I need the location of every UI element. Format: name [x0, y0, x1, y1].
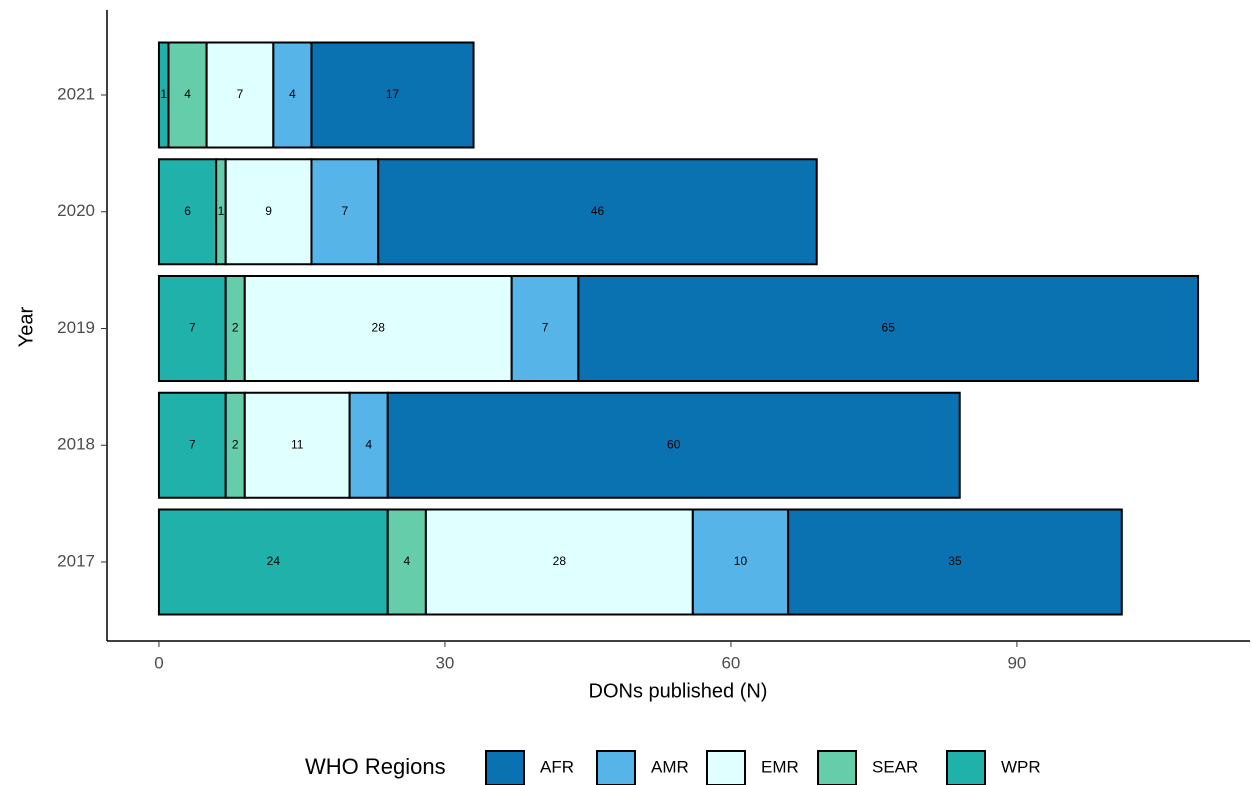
legend-label: AMR [651, 757, 689, 776]
data-label: 7 [542, 321, 549, 335]
bar-segment [157, 391, 227, 499]
bar-segment [691, 508, 790, 616]
data-label: 17 [386, 87, 400, 101]
legend-key [706, 750, 746, 785]
data-label: 1 [218, 204, 225, 218]
data-label: 1 [160, 87, 167, 101]
bar-segment [157, 275, 227, 382]
y-tick-label: 2019 [57, 318, 95, 337]
y-axis-title: Year [15, 306, 37, 347]
data-label: 4 [365, 437, 372, 451]
data-label: 65 [882, 321, 896, 335]
data-label: 28 [372, 321, 386, 335]
x-tick-label: 30 [435, 653, 454, 672]
y-tick-label: 2017 [57, 551, 95, 570]
bar-segment [386, 508, 427, 616]
legend-key [817, 750, 857, 785]
data-label: 10 [734, 554, 748, 568]
legend-title: WHO Regions [305, 754, 446, 779]
x-tick-label: 60 [721, 653, 740, 672]
bar-segment [272, 41, 313, 149]
bar-segment [386, 391, 961, 499]
data-label: 4 [403, 554, 410, 568]
x-axis-title: DONs published (N) [589, 680, 768, 702]
bar-segment [224, 158, 313, 266]
y-tick-label: 2018 [57, 435, 95, 454]
bar-segment [787, 508, 1123, 616]
data-label: 7 [189, 321, 196, 335]
legend-key [485, 750, 525, 785]
data-label: 4 [184, 87, 191, 101]
bar-segment [167, 41, 208, 149]
data-label: 2 [232, 437, 239, 451]
data-label: 7 [342, 204, 349, 218]
data-label: 6 [184, 204, 191, 218]
bar-segment [310, 158, 380, 266]
legend-key [946, 750, 986, 785]
data-label: 60 [667, 437, 681, 451]
legend-label: AFR [540, 757, 574, 776]
bar-segment [243, 275, 513, 382]
legend-label: EMR [761, 757, 799, 776]
data-label: 11 [291, 437, 304, 451]
bar-segment [424, 508, 694, 616]
data-label: 2 [232, 321, 239, 335]
y-tick-label: 2020 [57, 201, 95, 220]
bar-segment [377, 158, 818, 266]
legend-label: SEAR [872, 757, 918, 776]
data-label: 7 [189, 437, 196, 451]
bar-segment [157, 508, 389, 616]
data-label: 28 [553, 554, 567, 568]
data-label: 9 [265, 204, 272, 218]
legend-label: WPR [1001, 757, 1041, 776]
data-label: 4 [289, 87, 296, 101]
data-label: 35 [948, 554, 962, 568]
legend-key [596, 750, 636, 785]
x-tick-label: 90 [1007, 653, 1026, 672]
data-label: 7 [237, 87, 244, 101]
x-tick-label: 0 [154, 653, 163, 672]
data-label: 46 [591, 204, 605, 218]
bar-segment [157, 158, 218, 266]
bar-segment [577, 275, 1200, 382]
bar-segment [205, 41, 275, 149]
bar-segment [510, 275, 580, 382]
bar-segment [310, 41, 475, 149]
y-tick-label: 2021 [57, 84, 95, 103]
bar-segment [243, 391, 351, 499]
data-label: 24 [267, 554, 281, 568]
